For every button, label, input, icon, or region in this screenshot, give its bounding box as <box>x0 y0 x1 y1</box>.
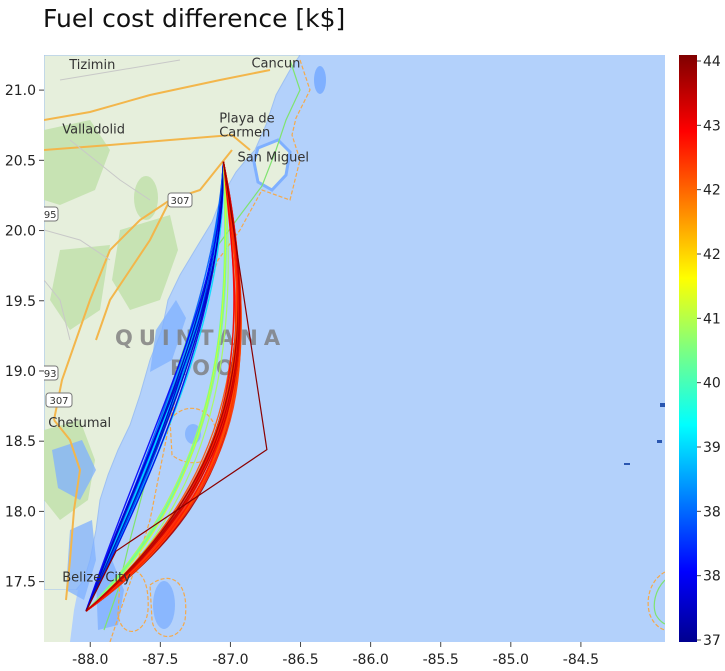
y-tick-label: 19.5 <box>5 294 36 310</box>
road-shield: 295 <box>37 206 59 222</box>
route-line <box>85 161 225 612</box>
map-area[interactable]: 307 295 293 307 QUINTANA ROO Tizimin Canc… <box>36 55 665 642</box>
road-shield: 293 <box>37 365 59 381</box>
route-line <box>85 161 226 612</box>
place-label: Belize City <box>62 571 131 586</box>
island-marker <box>624 463 630 465</box>
svg-text:293: 293 <box>37 369 56 380</box>
x-tick-label: -86.5 <box>282 652 318 668</box>
place-label: Tizimin <box>68 58 115 73</box>
colorbar-label: 41 <box>703 311 721 327</box>
svg-text:307: 307 <box>170 196 189 207</box>
shallow-water <box>66 520 96 600</box>
shallow-water <box>52 440 96 500</box>
y-tick-label: 18.0 <box>5 504 36 520</box>
y-tick-label: 18.5 <box>5 434 36 450</box>
cozumel-island <box>252 138 292 192</box>
shallow-water <box>153 581 175 629</box>
place-label: San Miguel <box>237 151 309 166</box>
x-tick-label: -85.5 <box>423 652 459 668</box>
roads <box>44 69 271 601</box>
colorbar-gradient <box>679 55 697 642</box>
colorbar-label: 44 <box>703 54 721 70</box>
colorbar-label: 39 <box>703 440 721 456</box>
depth-contours <box>103 59 665 642</box>
colorbar-label: 38 <box>703 504 721 520</box>
colorbar-label: 42 <box>703 183 721 199</box>
forest-patch <box>50 245 110 330</box>
colorbar: 44 43 42 42 41 40 39 38 38 37 <box>679 54 721 649</box>
svg-text:295: 295 <box>37 210 56 221</box>
x-tick-label: -84.5 <box>563 652 599 668</box>
island-marker <box>660 403 665 407</box>
forest-patch <box>44 120 110 205</box>
svg-text:307: 307 <box>49 396 68 407</box>
road-shield: 307 <box>167 192 193 208</box>
route-line-outlier <box>85 161 268 612</box>
x-tick-label: -87.5 <box>142 652 178 668</box>
shallow-water <box>150 300 186 372</box>
colorbar-label: 40 <box>703 376 721 392</box>
y-tick-label: 21.0 <box>5 83 36 99</box>
x-tick-label: -85.0 <box>493 652 529 668</box>
x-tick-label: -86.0 <box>353 652 389 668</box>
x-axis: -88.0 -87.5 -87.0 -86.5 -86.0 -85.5 -85.0 -84.5 <box>72 642 599 668</box>
colorbar-label: 38 <box>703 569 721 585</box>
island-marker <box>657 440 662 443</box>
y-tick-label: 20.5 <box>5 153 36 169</box>
place-label: Valladolid <box>62 123 125 138</box>
forest-patch <box>134 176 158 220</box>
place-label: Carmen <box>219 125 270 140</box>
colorbar-label: 37 <box>703 633 721 649</box>
y-axis: 21.0 20.5 20.0 19.5 19.0 18.5 18.0 17.5 <box>5 83 44 591</box>
y-tick-label: 20.0 <box>5 224 36 240</box>
place-label: Playa de <box>219 111 274 126</box>
shallow-water <box>314 66 326 94</box>
colorbar-label: 43 <box>703 118 721 134</box>
forest-patch <box>112 215 178 310</box>
colorbar-label: 42 <box>703 247 721 263</box>
y-tick-label: 19.0 <box>5 364 36 380</box>
road-shield: 307 <box>45 392 73 408</box>
colorbar-labels: 44 43 42 42 41 40 39 38 38 37 <box>697 54 721 649</box>
land-belize <box>44 590 78 642</box>
x-tick-label: -88.0 <box>72 652 108 668</box>
minor-roads <box>44 59 181 341</box>
map-title: Fuel cost difference [k$] <box>43 4 346 33</box>
x-tick-label: -87.0 <box>212 652 248 668</box>
place-label: Chetumal <box>48 416 111 431</box>
route-lines <box>85 161 268 612</box>
route-line <box>85 161 227 612</box>
y-tick-label: 17.5 <box>5 575 36 591</box>
place-label: Cancun <box>251 57 300 72</box>
